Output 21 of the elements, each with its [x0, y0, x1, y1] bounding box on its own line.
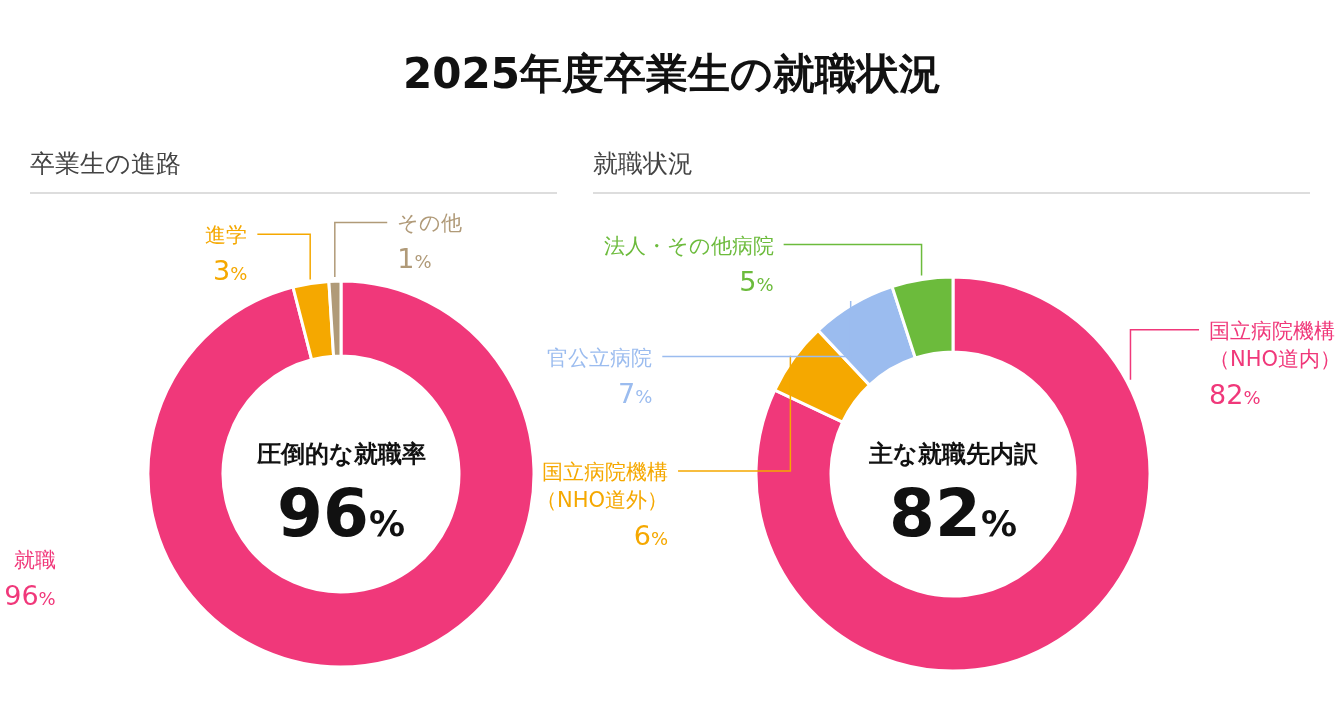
slice-label: その他 [397, 211, 463, 236]
slice-label: 進学 [205, 223, 248, 248]
chart-subtitle: 就職状況 [593, 149, 693, 178]
slice-label: 国立病院機構（NHO道外） [536, 459, 669, 512]
slice-label: 就職 [13, 547, 56, 572]
data-label: 7% [618, 377, 653, 409]
data-label: 82% [1209, 378, 1261, 410]
data-label: 3% [213, 255, 248, 287]
text: 2025年度卒業生の就職状況 [403, 49, 941, 98]
text: 96% [277, 475, 405, 552]
slice-label: 官公立病院 [547, 345, 653, 370]
text: 82% [889, 475, 1017, 552]
data-label: 5% [739, 265, 774, 297]
data-label: 96% [4, 579, 56, 611]
text: 主な就職先内訳 [867, 440, 1039, 468]
chart-subtitle: 卒業生の進路 [30, 149, 181, 178]
data-label: 1% [397, 243, 432, 275]
slice-label: 国立病院機構（NHO道内） [1209, 318, 1342, 371]
text: 圧倒的な就職率 [255, 440, 426, 468]
data-label: 6% [633, 519, 669, 551]
slice-label: 法人・その他病院 [603, 233, 774, 258]
